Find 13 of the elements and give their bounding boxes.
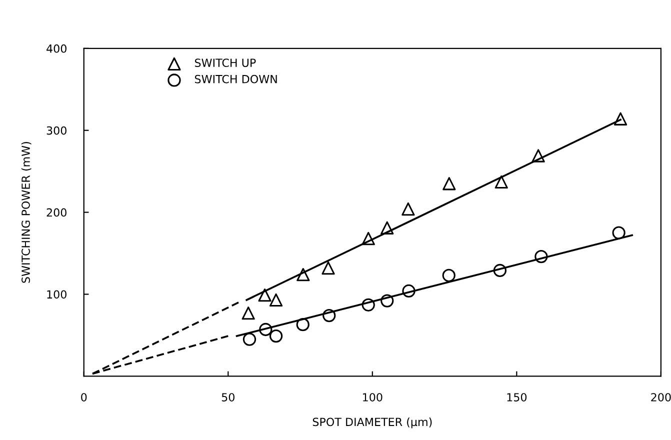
y-tick-label: 300 <box>46 126 66 135</box>
y-tick-label: 200 <box>46 208 66 217</box>
x-tick-label: 50 <box>222 393 234 402</box>
y-tick-label: 100 <box>47 290 66 299</box>
legend-label: SWITCH DOWN <box>194 74 277 84</box>
x-tick-label: 0 <box>81 393 87 402</box>
x-tick-label: 200 <box>651 393 671 402</box>
y-tick-label: 400 <box>46 44 66 53</box>
x-tick-label: 100 <box>363 393 382 402</box>
legend-label: SWITCH UP <box>194 58 256 67</box>
x-tick-label: 150 <box>507 393 527 402</box>
y-axis-title: SWITCHING POWER (mW) <box>21 142 32 283</box>
x-axis-title: SPOT DIAMETER (μm) <box>312 418 432 428</box>
